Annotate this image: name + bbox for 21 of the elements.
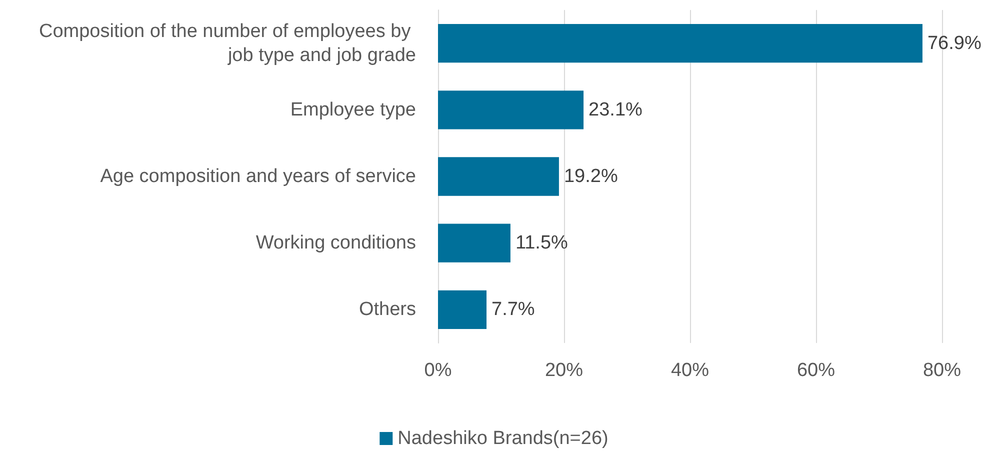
bar [438, 24, 922, 63]
bar [438, 90, 584, 130]
x-tick-label: 20% [544, 360, 584, 381]
data-label: 76.9% [927, 32, 982, 54]
data-label: 11.5% [515, 232, 568, 254]
y-tick-label: Working conditions [256, 232, 416, 254]
x-tick-label: 60% [796, 360, 836, 381]
y-tick-label: Age composition and years of service [100, 166, 416, 187]
x-tick-label: 0% [424, 360, 452, 381]
y-tick-label: Employee type [290, 99, 416, 120]
x-tick-label: 80% [922, 360, 962, 381]
data-label: 23.1% [588, 99, 643, 120]
bar [438, 290, 487, 330]
bar [438, 224, 510, 262]
legend-label: Nadeshiko Brands(n=26) [398, 428, 608, 449]
bar [438, 157, 559, 196]
data-label: 7.7% [492, 299, 535, 320]
data-label: 19.2% [564, 166, 618, 187]
y-tick-label: Composition of the number of employees by job type and job grade [38, 20, 416, 66]
x-tick-label: 40% [670, 360, 710, 381]
y-tick-label: Others [358, 299, 416, 320]
